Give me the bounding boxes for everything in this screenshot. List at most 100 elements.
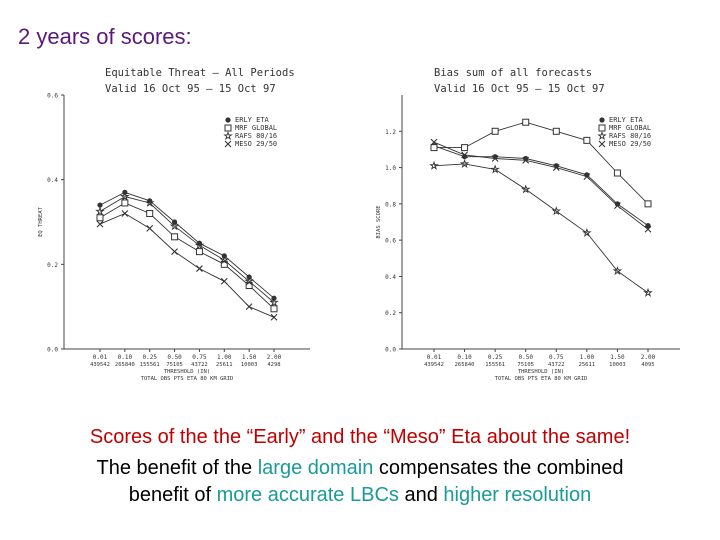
eq-series-line-0 (99, 191, 275, 299)
bias-x-tick-label-7: 2.00 (641, 354, 656, 361)
bias-point-2-2 (490, 164, 500, 174)
bias-y-tick-label-1: 0.2 (385, 310, 396, 317)
bias-legend-label-0: ERLY ETA (609, 116, 644, 124)
bias-point-1-1 (461, 144, 469, 152)
bias-score-chart: Bias sum of all forecasts Valid 16 Oct 95… (362, 62, 692, 384)
eq-x-count-label-5: 25611 (216, 362, 233, 368)
bias-x-tick-label-0: 0.01 (427, 354, 442, 361)
eq-point-2-1 (120, 191, 130, 201)
eq-series-line-3 (99, 212, 275, 318)
eq-title: Equitable Threat – All Periods (105, 67, 295, 79)
bias-point-1-3 (522, 118, 530, 126)
bias-series-2 (429, 158, 653, 297)
eq-x-count-label-3: 75105 (166, 362, 183, 368)
eq-point-2-2 (144, 197, 155, 208)
bias-series-0 (431, 143, 651, 229)
bias-point-3-1 (461, 151, 468, 159)
bias-y-tick-label-5: 1.0 (385, 165, 396, 172)
note-line-2-part-c: compensates the combined (373, 457, 624, 479)
bias-y-tick-label-2: 0.4 (385, 274, 396, 281)
bias-y-tick-label-0: 0.0 (385, 347, 396, 354)
eq-x-tick-label-2: 0.25 (142, 354, 157, 361)
bias-legend-label-1: MRF GLOBAL (609, 124, 651, 132)
bias-x-count-label-5: 25611 (579, 362, 596, 368)
eq-legend-marker-2 (223, 130, 233, 141)
bias-x-count-label-3: 75105 (517, 362, 534, 368)
bias-point-0-7 (645, 223, 651, 229)
bias-y-axis-label: BIAS SCORE (376, 205, 382, 238)
bias-point-1-0 (430, 144, 438, 152)
eq-x-tick-label-5: 1.00 (217, 354, 232, 361)
note-line-2: The benefit of the large domain compensa… (0, 455, 720, 481)
bias-x-count-label-2: 155561 (485, 362, 505, 368)
bias-x-count-label-4: 43722 (548, 362, 565, 368)
eq-point-1-1 (121, 199, 129, 207)
eq-legend-label-3: MESO 29/50 (235, 140, 277, 148)
bias-title: Bias sum of all forecasts (434, 67, 592, 79)
bias-point-1-7 (644, 200, 652, 208)
bias-series-line-2 (433, 163, 649, 294)
eq-series-line-1 (99, 202, 275, 310)
eq-point-2-5 (219, 255, 230, 265)
bias-point-3-6 (614, 202, 621, 210)
bias-x-tick-label-1: 0.10 (457, 354, 472, 361)
eq-x-tick-label-3: 0.50 (167, 354, 182, 361)
eq-point-1-0 (96, 214, 104, 222)
bias-x-tick-label-3: 0.50 (518, 354, 533, 361)
eq-y-tick-label-0: 0.0 (47, 347, 58, 354)
bias-point-1-6 (613, 169, 621, 177)
eq-point-3-3 (171, 248, 178, 256)
eq-point-3-1 (121, 210, 129, 217)
eq-x-count-label-1: 265840 (115, 362, 135, 368)
eq-point-2-6 (244, 276, 254, 286)
bias-x-tick-label-6: 1.50 (610, 354, 625, 361)
bias-x-count-label-0: 439542 (424, 362, 444, 368)
bias-x-count-label-6: 10003 (609, 362, 626, 368)
eq-point-2-0 (95, 206, 105, 216)
eq-series-line-2 (99, 196, 275, 303)
bias-point-2-1 (459, 158, 470, 169)
bias-y-tick-label-4: 0.8 (385, 201, 396, 208)
eq-y-tick-label-2: 0.4 (47, 177, 58, 184)
eq-x-count-label-4: 43722 (191, 362, 208, 368)
eq-point-3-2 (146, 224, 154, 232)
bias-x-tick-label-4: 0.75 (549, 354, 564, 361)
bias-point-1-5 (583, 136, 591, 144)
eq-point-3-7 (270, 313, 278, 321)
eq-x-count-label-6: 10003 (241, 362, 258, 368)
eq-point-3-0 (96, 220, 104, 228)
eq-series-1 (96, 199, 278, 313)
bias-point-2-6 (612, 265, 623, 276)
note-highlight-large-domain: large domain (257, 457, 374, 479)
eq-point-2-3 (169, 221, 180, 231)
note-line-3-part-a: benefit of (128, 484, 217, 506)
eq-legend-marker-1 (224, 124, 232, 132)
bias-point-3-5 (583, 173, 591, 181)
bias-x-tick-label-5: 1.00 (580, 354, 595, 361)
eq-series-2 (95, 191, 279, 307)
eq-x-tick-label-0: 0.01 (93, 354, 108, 361)
bias-score-chart-svg: Bias sum of all forecasts Valid 16 Oct 95… (376, 67, 680, 382)
eq-point-2-4 (194, 240, 205, 250)
bias-subtitle: Valid 16 Oct 95 – 15 Oct 97 (434, 83, 605, 95)
bias-legend-marker-0 (599, 117, 605, 123)
eq-legend-label-0: ERLY ETA (235, 116, 270, 124)
eq-x-count-label-0: 439542 (90, 362, 110, 368)
eq-y-axis-label: EQ THREAT (38, 206, 44, 236)
bias-point-2-5 (582, 227, 592, 237)
eq-point-3-4 (196, 265, 203, 272)
bias-legend-label-3: MESO 29/50 (609, 140, 651, 148)
bias-legend-marker-1 (598, 124, 606, 132)
bias-x-tick-label-2: 0.25 (488, 354, 503, 361)
eq-x-count-label-7: 4298 (267, 362, 280, 368)
equitable-threat-chart-svg: Equitable Threat – All Periods Valid 16 O… (38, 67, 310, 382)
bias-x-count-label-1: 265840 (455, 362, 475, 368)
note-line-3: benefit of more accurate LBCs and higher… (0, 482, 720, 508)
bias-point-2-3 (520, 184, 531, 194)
note-line-2-part-a: The benefit of the (96, 457, 258, 479)
eq-point-3-5 (220, 277, 228, 285)
eq-x-tick-label-1: 0.10 (118, 354, 133, 361)
eq-x-axis-label-2: TOTAL OBS PTS ETA 80 KM GRID (141, 376, 234, 382)
bias-point-3-3 (522, 156, 530, 164)
bias-series-line-0 (433, 145, 649, 226)
